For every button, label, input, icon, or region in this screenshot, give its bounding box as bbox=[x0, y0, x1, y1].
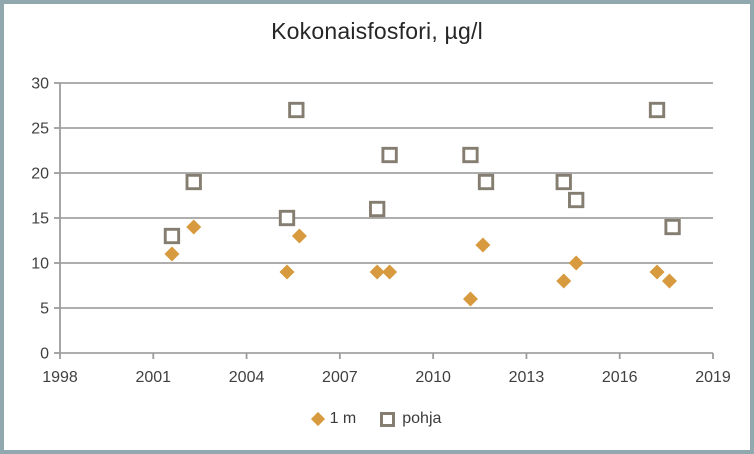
data-point-1m bbox=[291, 228, 307, 244]
y-tick-label: 25 bbox=[31, 121, 49, 138]
square-marker-icon bbox=[380, 411, 396, 427]
data-point-pohja bbox=[462, 146, 479, 164]
data-point-1m bbox=[279, 264, 295, 280]
x-tick-label: 2004 bbox=[229, 369, 265, 386]
data-point-pohja bbox=[555, 173, 572, 191]
data-point-1m bbox=[462, 291, 478, 307]
data-point-pohja bbox=[648, 101, 666, 119]
data-point-pohja bbox=[278, 209, 296, 227]
diamond-marker-icon bbox=[310, 411, 325, 427]
x-tick-label: 2010 bbox=[415, 369, 451, 386]
y-tick-label: 30 bbox=[31, 76, 49, 93]
x-tick-label: 2013 bbox=[509, 369, 545, 386]
legend: 1 m pohja bbox=[4, 410, 750, 428]
y-tick-label: 10 bbox=[31, 256, 49, 273]
data-point-1m bbox=[556, 273, 572, 289]
legend-item-pohja: pohja bbox=[380, 410, 441, 428]
data-point-1m bbox=[649, 264, 665, 280]
data-point-1m bbox=[164, 246, 180, 262]
legend-label-1m: 1 m bbox=[329, 410, 357, 427]
data-point-1m bbox=[475, 237, 491, 253]
x-tick-label: 1998 bbox=[42, 369, 78, 386]
plot-area: 0 5 10 15 20 25 30 1998 2001 2004 2007 2010 2013 2016… bbox=[31, 76, 731, 387]
data-point-1m bbox=[369, 264, 385, 280]
data-point-1m bbox=[382, 264, 398, 280]
data-point-1m bbox=[186, 219, 202, 235]
data-point-1m bbox=[568, 255, 584, 271]
y-tick-label: 15 bbox=[31, 211, 49, 228]
y-tick-label: 20 bbox=[31, 166, 49, 183]
y-tick-label: 0 bbox=[40, 346, 49, 363]
chart-title: Kokonaisfosfori, µg/l bbox=[271, 18, 483, 44]
x-tick-label: 2016 bbox=[602, 369, 638, 386]
legend-item-1m: 1 m bbox=[310, 410, 357, 428]
data-point-pohja bbox=[288, 101, 305, 119]
x-tick-label: 2001 bbox=[135, 369, 171, 386]
data-point-pohja bbox=[185, 173, 202, 191]
data-point-pohja bbox=[568, 191, 585, 209]
data-point-pohja bbox=[369, 200, 386, 218]
y-tick-label: 5 bbox=[40, 301, 49, 318]
data-point-pohja bbox=[163, 227, 181, 245]
data-point-pohja bbox=[664, 218, 681, 236]
legend-label-pohja: pohja bbox=[402, 410, 442, 427]
data-point-pohja bbox=[381, 146, 398, 164]
data-point-1m bbox=[661, 273, 677, 289]
x-tick-label: 2019 bbox=[695, 369, 731, 386]
data-point-pohja bbox=[477, 173, 495, 191]
x-tick-label: 2007 bbox=[322, 369, 358, 386]
